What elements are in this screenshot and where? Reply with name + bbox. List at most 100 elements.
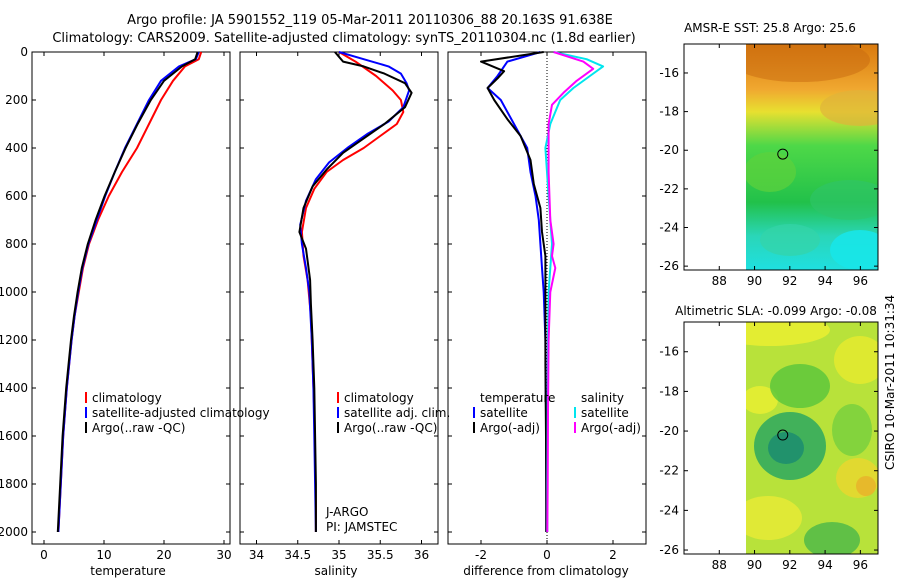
difference-lines [480,51,605,533]
x-tick-label: 10 [96,548,111,562]
temperature-xlabel: temperature [90,564,165,578]
sst-cool-patch [830,230,878,270]
sst-heatmap [746,44,878,270]
x-tick-label: 0 [40,548,48,562]
sla-high-patch [746,386,778,414]
sla-heatmap [746,322,878,554]
x-tick-label: 34 [249,548,264,562]
y-tick-label: 1200 [0,333,28,347]
pi-label: PI: JAMSTEC [326,520,397,534]
x-tick-label: 94 [817,558,832,572]
y-tick-label: -26 [659,543,679,557]
y-tick-label: 0 [20,45,28,59]
salinity-panel: 34 34.5 35 35.5 36 salinity climatology sate… [239,51,450,578]
sla-low-patch [804,522,860,554]
sst-patch [810,180,878,220]
legend-temperature-heading: temperature [480,391,555,405]
salinity-legend: climatology satellite adj. clim. Argo(..… [337,391,450,435]
y-tick-label: -20 [659,143,679,157]
legend-sal-argo-label: Argo(-adj) [581,421,641,435]
legend-satellite-label: satellite adj. clim. [344,406,450,420]
y-tick-label: -26 [659,259,679,273]
y-tick-label: -22 [659,182,679,196]
y-tick-label: 800 [5,237,28,251]
y-tick-label: 2000 [0,525,28,539]
x-tick-label: 36 [414,548,429,562]
x-tick-label: 2 [609,548,617,562]
x-tick-label: 34.5 [284,548,311,562]
sst-warm-patch [746,44,870,82]
x-tick-label: 92 [782,274,797,288]
sla-patch [832,404,872,456]
y-tick-label: -16 [659,345,679,359]
legend-climatology-label: climatology [92,391,162,405]
y-tick-label: 600 [5,189,28,203]
salinity-axes-frame [239,51,439,545]
series-line [299,51,411,533]
salinity-ticks: 34 34.5 35 35.5 36 [240,51,438,562]
series-line [544,51,605,532]
x-tick-label: 0 [543,548,551,562]
y-tick-label: 1000 [0,285,28,299]
legend-argo-label: Argo(..raw -QC) [92,421,185,435]
legend-salinity-heading: salinity [581,391,624,405]
series-line [56,51,199,533]
temperature-legend: climatology satellite-adjusted climatolo… [85,391,270,435]
sst-patch [746,152,796,192]
series-line [486,51,548,532]
series-line [57,51,203,533]
temperature-panel: 0 10 20 30 0 200 400 600 800 1000 1200 1400 1600 1800… [0,45,270,578]
x-tick-label: 90 [747,274,762,288]
sst-map-ticks: 88 90 92 94 96 -16 -18 -20 -22 -24 -26 [659,44,878,288]
legend-temp-argo-label: Argo(-adj) [480,421,540,435]
y-tick-label: 1800 [0,477,28,491]
sla-low-patch [768,432,804,464]
sla-map-title: Altimetric SLA: -0.099 Argo: -0.08 [675,304,877,318]
y-tick-label: -24 [659,503,679,517]
x-tick-label: -2 [475,548,487,562]
sst-map-panel: AMSR-E SST: 25.8 Argo: 25.6 88 90 92 94 96 -1… [659,21,879,288]
sst-map-frame [683,43,879,271]
difference-legend: temperature satellite Argo(-adj) salinit… [473,391,641,435]
sla-map-ticks: 88 90 92 94 96 -16 -18 -20 -22 -24 -26 [659,322,878,572]
temperature-axes-frame [31,51,231,545]
y-tick-label: -22 [659,464,679,478]
figure-title-line1: Argo profile: JA 5901552_119 05-Mar-2011… [127,13,613,28]
x-tick-label: 88 [712,274,727,288]
x-tick-label: 88 [712,558,727,572]
x-tick-label: 90 [747,558,762,572]
y-tick-label: 1400 [0,381,28,395]
sla-high-patch [834,336,878,384]
credit-stamp: CSIRO 10-Mar-2011 10:31:34 [883,295,897,470]
argo-position-marker [777,148,789,160]
legend-argo-label: Argo(..raw -QC) [344,421,437,435]
x-tick-label: 94 [817,274,832,288]
series-line [298,51,413,532]
sst-warm-patch [820,90,878,126]
x-tick-label: 20 [156,548,171,562]
salinity-xlabel: salinity [314,564,357,578]
x-tick-label: 35.5 [367,548,394,562]
x-tick-label: 92 [782,558,797,572]
x-tick-label: 96 [853,558,868,572]
y-tick-label: 200 [5,93,28,107]
y-tick-label: 1600 [0,429,28,443]
sla-high-patch [746,496,802,540]
sla-map-frame [683,321,879,555]
difference-panel: -2 0 2 difference from climatology tempera… [447,51,647,578]
legend-satellite-label: satellite-adjusted climatology [92,406,270,420]
sst-map-title: AMSR-E SST: 25.8 Argo: 25.6 [684,21,856,35]
series-line [546,51,595,533]
y-tick-label: -24 [659,221,679,235]
series-line [300,51,405,532]
legend-climatology-label: climatology [344,391,414,405]
y-tick-label: -18 [659,384,679,398]
figure-title-line2: Climatology: CARS2009. Satellite-adjuste… [52,31,635,46]
legend-temp-satellite-label: satellite [480,406,528,420]
x-tick-label: 35 [331,548,346,562]
sla-low-patch [770,364,830,408]
x-tick-label: 96 [853,274,868,288]
temperature-lines [56,51,203,533]
difference-xlabel: difference from climatology [463,564,629,578]
